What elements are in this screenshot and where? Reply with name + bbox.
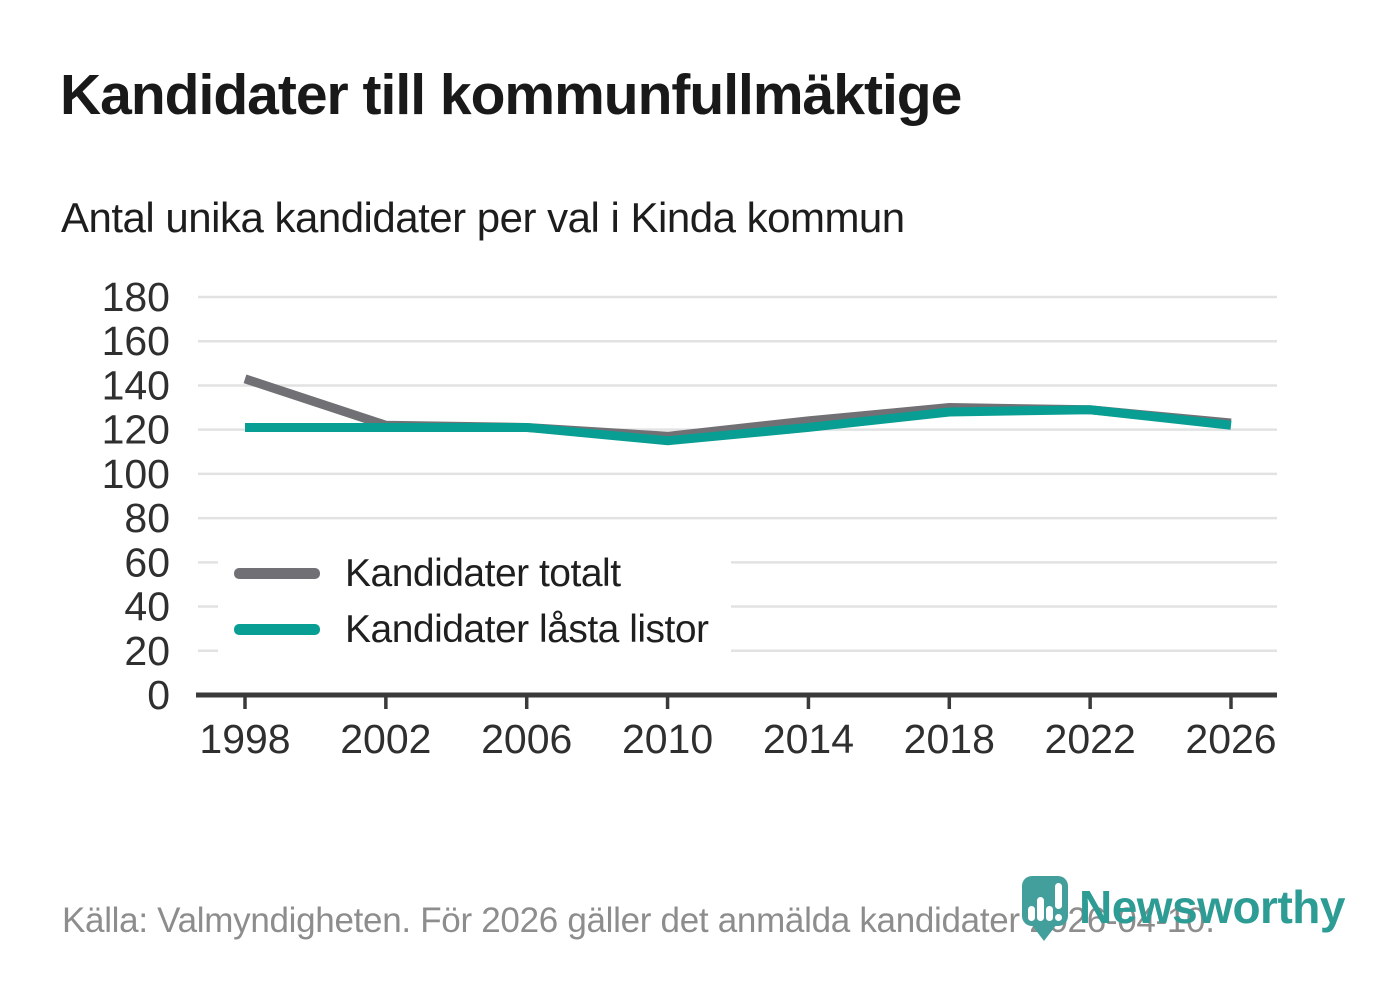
x-tick-label: 2002 (340, 716, 431, 762)
y-tick-label: 180 (102, 274, 170, 320)
y-tick-label: 0 (147, 672, 170, 718)
newsworthy-logo: Newsworthy (1022, 876, 1345, 941)
y-tick-label: 120 (102, 407, 170, 453)
x-tick-label: 2026 (1185, 716, 1276, 762)
x-tick-label: 2014 (763, 716, 854, 762)
legend-item-total: Kandidater totalt (234, 552, 709, 595)
legend-item-locked-lists: Kandidater låsta listor (234, 608, 709, 651)
y-tick-label: 20 (124, 628, 170, 674)
logo-pin-tail (1031, 924, 1057, 941)
legend-label-total: Kandidater totalt (345, 551, 621, 595)
y-tick-label: 100 (102, 451, 170, 497)
logo-bar-icon (1046, 906, 1053, 921)
y-tick-label: 140 (102, 362, 170, 408)
newsworthy-logo-text: Newsworthy (1079, 881, 1345, 933)
logo-exclamation-icon (1055, 883, 1062, 909)
legend-swatch-total (234, 568, 320, 579)
legend-swatch-locked-lists (234, 624, 320, 635)
logo-bar-icon (1028, 906, 1035, 921)
y-tick-label: 160 (102, 318, 170, 364)
y-tick-label: 40 (124, 584, 170, 630)
series-line-kandidater-låsta-listor (245, 405, 1232, 446)
chart-subtitle: Antal unika kandidater per val i Kinda k… (61, 194, 905, 241)
logo-bar-icon (1037, 897, 1044, 921)
x-tick-label: 2022 (1045, 716, 1136, 762)
x-tick-label: 2018 (904, 716, 995, 762)
x-tick-label: 2006 (481, 716, 572, 762)
legend-label-locked-lists: Kandidater låsta listor (345, 607, 709, 651)
x-tick-label: 1998 (199, 716, 290, 762)
newsworthy-logo-icon (1022, 876, 1068, 941)
logo-exclamation-dot-icon (1055, 914, 1062, 921)
y-tick-label: 80 (124, 495, 170, 541)
x-tick-label: 2010 (622, 716, 713, 762)
chart-legend: Kandidater totalt Kandidater låsta listo… (218, 542, 731, 665)
y-tick-label: 60 (124, 539, 170, 585)
page-title: Kandidater till kommunfullmäktige (60, 63, 962, 127)
